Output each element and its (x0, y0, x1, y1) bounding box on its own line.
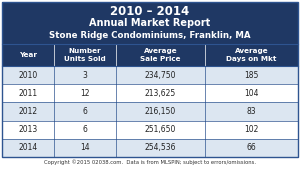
Text: Copyright ©2015 02038.com.  Data is from MLSPIN; subject to errors/omissions.: Copyright ©2015 02038.com. Data is from … (44, 159, 256, 165)
Text: 6: 6 (82, 125, 87, 134)
Bar (2, 66, 298, 84)
Text: 2010 – 2014: 2010 – 2014 (110, 5, 190, 18)
Bar (2, 2, 298, 157)
Text: 66: 66 (247, 143, 256, 152)
Text: 6: 6 (82, 107, 87, 116)
Text: Year: Year (19, 52, 37, 58)
Text: 2012: 2012 (18, 107, 38, 116)
Text: 2010: 2010 (18, 71, 38, 80)
Text: 234,750: 234,750 (145, 71, 176, 80)
Bar (2, 121, 298, 139)
Text: 2011: 2011 (18, 89, 38, 98)
Text: 216,150: 216,150 (145, 107, 176, 116)
Bar (2, 2, 298, 44)
Bar (2, 84, 298, 102)
Text: 254,536: 254,536 (145, 143, 176, 152)
Text: 14: 14 (80, 143, 90, 152)
Text: Annual Market Report: Annual Market Report (89, 18, 211, 28)
Text: Average
Days on Mkt: Average Days on Mkt (226, 48, 277, 62)
Text: 251,650: 251,650 (145, 125, 176, 134)
Text: 3: 3 (82, 71, 87, 80)
Text: Average
Sale Price: Average Sale Price (140, 48, 181, 62)
Text: 2013: 2013 (18, 125, 38, 134)
Text: 104: 104 (244, 89, 259, 98)
Bar (2, 139, 298, 157)
Text: 83: 83 (247, 107, 256, 116)
Text: 185: 185 (244, 71, 259, 80)
Text: 102: 102 (244, 125, 259, 134)
Text: 2014: 2014 (18, 143, 38, 152)
Text: 12: 12 (80, 89, 90, 98)
Bar (2, 102, 298, 121)
Bar (2, 44, 298, 66)
Text: Stone Ridge Condominiums, Franklin, MA: Stone Ridge Condominiums, Franklin, MA (49, 31, 251, 40)
Text: 213,625: 213,625 (145, 89, 176, 98)
Text: Number
Units Sold: Number Units Sold (64, 48, 106, 62)
